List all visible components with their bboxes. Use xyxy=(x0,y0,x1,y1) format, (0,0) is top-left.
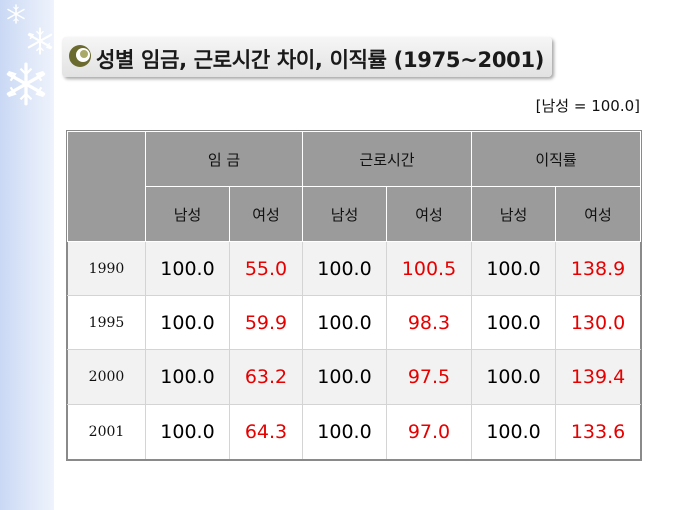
value-cell: 64.3 xyxy=(229,404,303,460)
value-cell: 55.0 xyxy=(229,241,303,296)
value-cell: 133.6 xyxy=(555,404,642,460)
snowflake-icon xyxy=(27,27,53,55)
table-row: 1995 100.0 59.9 100.0 98.3 100.0 130.0 xyxy=(67,295,642,350)
data-table: 임 금 근로시간 이직률 남성 여성 남성 여성 남성 여성 1990 100.… xyxy=(65,130,643,461)
value-cell: 100.0 xyxy=(471,404,557,460)
value-cell: 100.0 xyxy=(302,404,387,460)
year-cell: 2000 xyxy=(67,349,146,405)
unit-note: [남성 = 100.0] xyxy=(535,97,640,115)
subheader-male: 남성 xyxy=(302,186,387,242)
value-cell: 98.3 xyxy=(385,295,473,350)
subheader-male: 남성 xyxy=(145,186,230,242)
bullet-circle-icon xyxy=(69,45,91,67)
table-row: 2001 100.0 64.3 100.0 97.0 100.0 133.6 xyxy=(67,404,642,460)
table-row: 1990 100.0 55.0 100.0 100.5 100.0 138.9 xyxy=(67,241,642,296)
snowflake-icon xyxy=(7,4,25,24)
page-title: 성별 임금, 근로시간 차이, 이직률 (1975~2001) xyxy=(96,48,545,72)
snowflake-icon xyxy=(6,62,46,106)
subheader-female: 여성 xyxy=(229,186,303,242)
value-cell: 100.5 xyxy=(385,241,473,296)
value-cell: 100.0 xyxy=(145,349,230,405)
value-cell: 100.0 xyxy=(145,404,230,460)
subheader-male: 남성 xyxy=(471,186,557,242)
year-cell: 1995 xyxy=(67,295,146,350)
value-cell: 138.9 xyxy=(555,241,642,296)
value-cell: 59.9 xyxy=(229,295,303,350)
year-cell: 1990 xyxy=(67,241,146,296)
value-cell: 100.0 xyxy=(302,295,387,350)
value-cell: 100.0 xyxy=(471,349,557,405)
value-cell: 139.4 xyxy=(555,349,642,405)
subheader-female: 여성 xyxy=(555,186,642,242)
value-cell: 100.0 xyxy=(145,241,230,296)
group-header-hours: 근로시간 xyxy=(301,131,473,187)
value-cell: 97.0 xyxy=(385,404,473,460)
table-row: 2000 100.0 63.2 100.0 97.5 100.0 139.4 xyxy=(67,349,642,405)
group-header-wage: 임 금 xyxy=(145,131,303,187)
value-cell: 63.2 xyxy=(229,349,303,405)
value-cell: 97.5 xyxy=(385,349,473,405)
year-cell: 2001 xyxy=(67,404,146,460)
subheader-female: 여성 xyxy=(385,186,473,242)
value-cell: 100.0 xyxy=(302,349,387,405)
value-cell: 100.0 xyxy=(471,241,557,296)
table-corner-cell xyxy=(67,131,146,242)
value-cell: 100.0 xyxy=(471,295,557,350)
value-cell: 130.0 xyxy=(555,295,642,350)
group-header-turnover: 이직률 xyxy=(471,131,642,187)
title-banner: 성별 임금, 근로시간 차이, 이직률 (1975~2001) xyxy=(62,37,552,77)
value-cell: 100.0 xyxy=(302,241,387,296)
value-cell: 100.0 xyxy=(145,295,230,350)
